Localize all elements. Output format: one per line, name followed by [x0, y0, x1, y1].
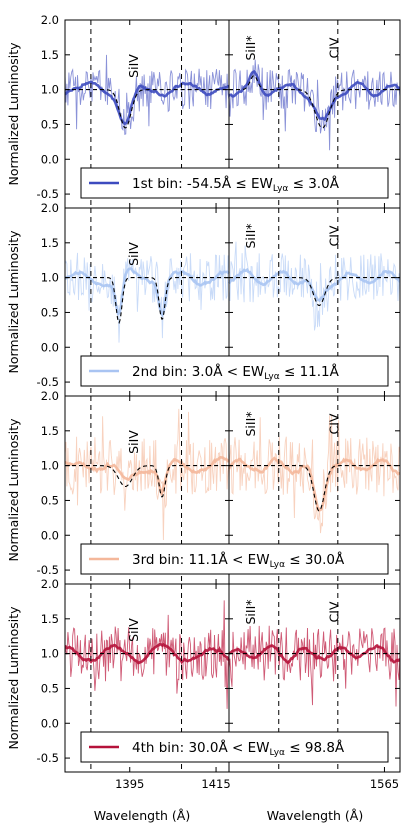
y-tick-label: 2.0 [41, 577, 59, 591]
ion-label-siiistar: SiII* [243, 599, 258, 624]
spectrum-smoothed [228, 70, 400, 122]
y-tick-label: 1.5 [41, 48, 59, 62]
x-tick-labels: 1395 1415 1565 [115, 777, 399, 791]
spectrum-smoothed [227, 267, 400, 303]
ion-label-siiv: SiIV [126, 54, 141, 78]
legend-label: 1st bin: -54.5Å ≤ EWLyα ≤ 3.0Å [132, 175, 340, 194]
y-tick-label: 0.5 [41, 493, 59, 507]
ion-label-civ: CIV [327, 225, 342, 246]
y-tick-label: -0.5 [37, 375, 59, 389]
legend-label: 3rd bin: 11.1Å < EWLyα ≤ 30.0Å [132, 551, 345, 570]
ion-label-siiv: SiIV [126, 430, 141, 454]
spectrum-raw [65, 252, 230, 343]
y-axis-label: Normalized Luminosity [6, 42, 21, 186]
y-tick-label: 1.5 [41, 612, 59, 626]
model-fit [65, 89, 229, 129]
spectrum-smoothed [65, 642, 230, 665]
ion-label-siiistar: SiII* [243, 35, 258, 60]
legend-box [80, 731, 389, 763]
y-tick-label: 2.0 [41, 389, 59, 403]
y-tick-label: 1.0 [41, 83, 59, 97]
y-tick-label: -0.5 [37, 187, 59, 201]
y-tick-label: 1.0 [41, 271, 59, 285]
y-tick-label: -0.5 [37, 751, 59, 765]
y-tick-label: 1.0 [41, 459, 59, 473]
model-fit [229, 75, 400, 129]
y-tick-label: 0.5 [41, 681, 59, 695]
legend-label: 4th bin: 30.0Å < EWLyα ≤ 98.8Å [132, 739, 345, 758]
x-tick-label: 1415 [201, 777, 230, 791]
legend-box [80, 355, 389, 387]
y-tick-label: 2.0 [41, 201, 59, 215]
y-tick-label: 1.5 [41, 236, 59, 250]
y-axis-label: Normalized Luminosity [6, 230, 21, 374]
ion-label-civ: CIV [327, 601, 342, 622]
x-tick-label: 1565 [370, 777, 399, 791]
spectrum-raw [228, 414, 400, 534]
x-axis-label-right: Wavelength (Å) [267, 808, 363, 823]
model-fit [65, 277, 229, 324]
y-tick-label: 0.0 [41, 528, 59, 542]
spectrum-smoothed [227, 456, 400, 512]
y-axis-label: Normalized Luminosity [6, 418, 21, 562]
panel-4: SiIV SiII* CIV -0.5 0.0 0.5 1.0 1.5 2.0 Normalize… [6, 577, 401, 773]
spectrum-smoothed [228, 643, 400, 664]
spectrum-smoothed [65, 266, 230, 318]
y-tick-label: 0.0 [41, 716, 59, 730]
panel-2: SiIV SiII* CIV -0.5 0.0 0.5 1.0 1.5 2.0 Normalize… [6, 201, 401, 397]
legend-box [80, 543, 389, 575]
y-tick-label: -0.5 [37, 563, 59, 577]
ion-label-siiistar: SiII* [243, 411, 258, 436]
spectrum-smoothed [65, 80, 230, 126]
plot-area-3 [65, 396, 400, 584]
y-tick-label: 0.0 [41, 340, 59, 354]
panels: SiIV SiII* CIV -0.5 0.0 0.5 1.0 1.5 2.0 Normalize… [6, 13, 401, 773]
model-fit [229, 277, 400, 306]
spectrum-smoothed [65, 455, 230, 497]
legend-box [80, 167, 389, 199]
y-tick-label: 0.0 [41, 152, 59, 166]
y-tick-label: 2.0 [41, 13, 59, 27]
spectrum-raw [228, 625, 400, 707]
plot-area-4 [65, 584, 400, 772]
x-tick-label: 1395 [115, 777, 144, 791]
x-axis-label-left: Wavelength (Å) [94, 808, 190, 823]
y-tick-label: 0.5 [41, 117, 59, 131]
ion-label-civ: CIV [327, 37, 342, 58]
ion-label-siiv: SiIV [126, 618, 141, 642]
spectrum-raw [65, 54, 230, 135]
spectrum-raw [228, 241, 400, 331]
model-fit [229, 465, 400, 512]
spectrum-raw [65, 408, 230, 541]
legend-label: 2nd bin: 3.0Å < EWLyα ≤ 11.1Å [132, 363, 340, 382]
ion-label-civ: CIV [327, 413, 342, 434]
plot-area-2 [65, 208, 400, 396]
y-axis-label: Normalized Luminosity [6, 606, 21, 750]
y-tick-label: 1.5 [41, 424, 59, 438]
ion-label-siiv: SiIV [126, 242, 141, 266]
panel-1: SiIV SiII* CIV -0.5 0.0 0.5 1.0 1.5 2.0 Normalize… [6, 13, 401, 209]
y-tick-label: 0.5 [41, 305, 59, 319]
ion-label-siiistar: SiII* [243, 223, 258, 248]
panel-3: SiIV SiII* CIV -0.5 0.0 0.5 1.0 1.5 2.0 Normalize… [6, 389, 401, 585]
model-fit [65, 465, 229, 498]
y-tick-label: 1.0 [41, 647, 59, 661]
